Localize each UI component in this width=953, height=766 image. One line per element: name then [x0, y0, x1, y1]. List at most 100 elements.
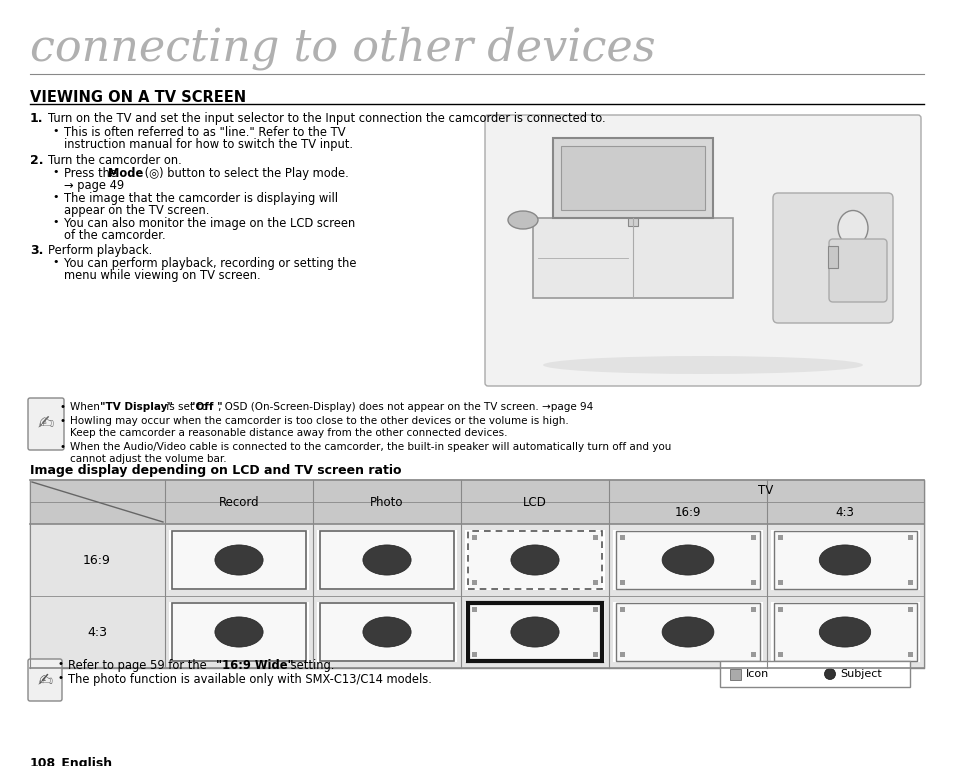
Text: •: •	[60, 442, 66, 452]
Text: ✍: ✍	[37, 671, 52, 689]
Text: 16:9: 16:9	[83, 554, 111, 567]
Bar	[619, 607, 624, 612]
Text: •: •	[52, 217, 58, 227]
Bar	[30, 480, 923, 668]
Bar	[619, 652, 624, 657]
Text: •: •	[52, 192, 58, 202]
Text: •: •	[58, 659, 64, 669]
Text: Howling may occur when the camcorder is too close to the other devices or the vo: Howling may occur when the camcorder is …	[70, 416, 568, 426]
Bar	[593, 535, 598, 540]
Bar	[472, 607, 476, 612]
Text: 16:9: 16:9	[674, 506, 700, 519]
Text: is set to: is set to	[163, 402, 211, 412]
Text: cannot adjust the volume bar.: cannot adjust the volume bar.	[70, 454, 227, 464]
Text: Press the: Press the	[64, 167, 120, 180]
Bar	[30, 596, 923, 668]
Text: Perform playback.: Perform playback.	[48, 244, 152, 257]
Text: This is often referred to as "line." Refer to the TV: This is often referred to as "line." Ref…	[64, 126, 345, 139]
Ellipse shape	[362, 545, 411, 575]
Bar	[616, 531, 760, 589]
Text: → page 49: → page 49	[64, 179, 124, 192]
Text: 2.: 2.	[30, 154, 44, 167]
Text: Photo: Photo	[370, 496, 403, 509]
Bar	[468, 603, 601, 661]
Text: appear on the TV screen.: appear on the TV screen.	[64, 204, 209, 217]
Ellipse shape	[823, 669, 835, 679]
Bar	[773, 603, 916, 661]
Bar	[778, 535, 782, 540]
Bar	[30, 480, 923, 524]
Ellipse shape	[819, 545, 870, 575]
Bar	[593, 580, 598, 585]
Text: Refer to page 59 for the: Refer to page 59 for the	[68, 659, 211, 672]
Bar	[778, 607, 782, 612]
Bar	[472, 652, 476, 657]
Bar	[907, 580, 912, 585]
Ellipse shape	[362, 617, 411, 647]
Text: Image display depending on LCD and TV screen ratio: Image display depending on LCD and TV sc…	[30, 464, 401, 477]
Bar	[553, 138, 712, 218]
Text: When: When	[70, 402, 103, 412]
Text: "Off ": "Off "	[190, 402, 222, 412]
Bar	[172, 531, 306, 589]
Bar	[464, 602, 604, 662]
Bar	[593, 607, 598, 612]
Bar	[770, 602, 919, 662]
Bar	[560, 146, 704, 210]
Text: setting.: setting.	[287, 659, 334, 672]
Text: "16:9 Wide": "16:9 Wide"	[215, 659, 294, 672]
Bar	[468, 531, 601, 589]
Bar	[613, 530, 762, 590]
FancyBboxPatch shape	[28, 659, 62, 701]
Bar	[172, 603, 306, 661]
Bar	[907, 535, 912, 540]
Bar	[593, 652, 598, 657]
FancyBboxPatch shape	[828, 239, 886, 302]
Ellipse shape	[214, 545, 263, 575]
Text: LCD: LCD	[522, 496, 546, 509]
Bar	[627, 218, 638, 226]
Text: Record: Record	[218, 496, 259, 509]
Bar	[750, 535, 755, 540]
Ellipse shape	[511, 545, 558, 575]
Text: Icon: Icon	[745, 669, 768, 679]
Text: TV: TV	[758, 485, 773, 497]
FancyBboxPatch shape	[484, 115, 920, 386]
Text: 108_English: 108_English	[30, 757, 113, 766]
Bar	[619, 580, 624, 585]
Text: 4:3: 4:3	[87, 626, 107, 639]
Bar	[778, 652, 782, 657]
Text: When the Audio/Video cable is connected to the camcorder, the built-in speaker w: When the Audio/Video cable is connected …	[70, 442, 671, 452]
Bar	[472, 580, 476, 585]
Text: menu while viewing on TV screen.: menu while viewing on TV screen.	[64, 269, 260, 282]
Text: VIEWING ON A TV SCREEN: VIEWING ON A TV SCREEN	[30, 90, 246, 105]
Ellipse shape	[507, 211, 537, 229]
Ellipse shape	[819, 617, 870, 647]
Text: The photo function is available only with SMX-C13/C14 models.: The photo function is available only wit…	[68, 673, 432, 686]
Ellipse shape	[837, 211, 867, 245]
Ellipse shape	[214, 617, 263, 647]
Text: instruction manual for how to switch the TV input.: instruction manual for how to switch the…	[64, 138, 353, 151]
Bar	[827, 246, 837, 268]
Text: •: •	[52, 257, 58, 267]
Bar	[169, 530, 309, 590]
Text: 1.: 1.	[30, 112, 44, 125]
Text: •: •	[52, 167, 58, 177]
Text: •: •	[60, 416, 66, 426]
Ellipse shape	[511, 617, 558, 647]
Text: , OSD (On-Screen-Display) does not appear on the TV screen. →page 94: , OSD (On-Screen-Display) does not appea…	[218, 402, 593, 412]
Bar	[619, 535, 624, 540]
Text: You can perform playback, recording or setting the: You can perform playback, recording or s…	[64, 257, 356, 270]
Bar	[533, 218, 732, 298]
Text: ✍: ✍	[38, 414, 54, 434]
Bar	[750, 607, 755, 612]
Text: •: •	[60, 402, 66, 412]
Bar	[750, 580, 755, 585]
Bar	[765, 480, 767, 502]
Bar	[613, 602, 762, 662]
Bar	[778, 580, 782, 585]
Bar	[907, 652, 912, 657]
Text: Mode: Mode	[108, 167, 143, 180]
Bar	[720, 661, 909, 687]
FancyBboxPatch shape	[28, 398, 64, 450]
